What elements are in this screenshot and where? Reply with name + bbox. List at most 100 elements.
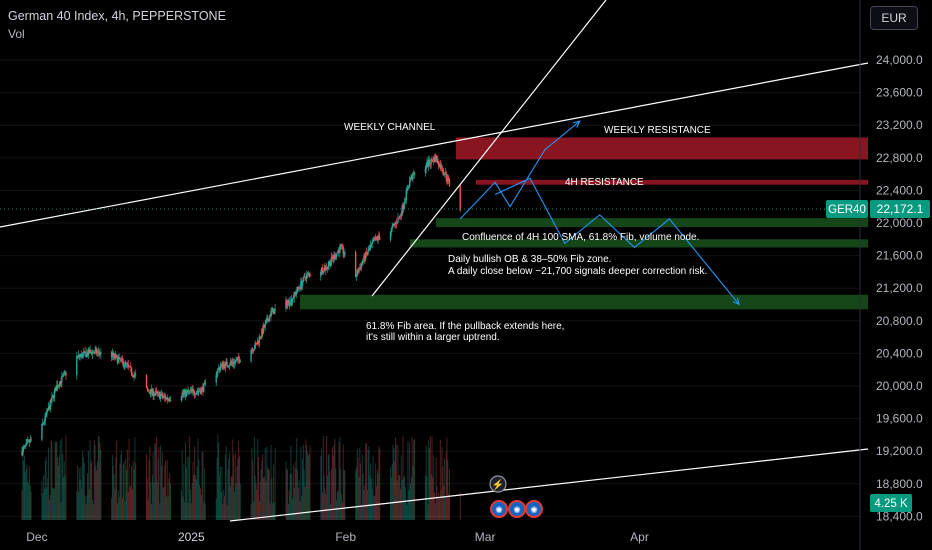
volume-bar xyxy=(300,446,302,520)
volume-bar xyxy=(193,474,195,520)
volume-bar xyxy=(91,459,93,520)
volume-bar xyxy=(406,504,408,520)
time-axis[interactable]: Dec 2025 Feb Mar Apr xyxy=(26,530,649,544)
candle-body xyxy=(27,440,30,442)
volume-bar xyxy=(169,472,171,520)
volume-bar xyxy=(28,465,30,520)
candle-body xyxy=(94,350,96,353)
volume-bar xyxy=(365,443,367,520)
candle-body xyxy=(196,391,198,393)
candle-body xyxy=(394,222,397,225)
candle-body xyxy=(219,366,222,371)
volume-bar xyxy=(360,463,362,520)
volume-bar xyxy=(327,455,329,520)
volume-bar xyxy=(191,483,193,520)
candle-body xyxy=(227,366,230,368)
volume-bar xyxy=(125,458,127,520)
event-flag-glyph: ✺ xyxy=(530,505,538,515)
candle-body xyxy=(25,443,27,446)
volume-bar xyxy=(297,469,299,520)
event-icons[interactable]: ⚡ ✺ ✺ ✺ xyxy=(489,475,543,518)
candle-body xyxy=(447,177,449,181)
candle-body xyxy=(405,190,407,200)
candle-body xyxy=(100,351,102,355)
candle-body xyxy=(407,188,409,190)
candle-body xyxy=(393,224,395,226)
candle-body xyxy=(332,258,334,260)
candle-body xyxy=(436,158,438,162)
currency-selector[interactable]: EUR xyxy=(870,6,918,30)
volume-bar xyxy=(404,487,406,520)
candle-body xyxy=(113,354,115,356)
volume-bar xyxy=(90,462,92,520)
volume-bar xyxy=(53,488,55,520)
volume-bar xyxy=(184,502,186,520)
candle-body xyxy=(396,222,398,224)
volume-bar xyxy=(170,483,172,520)
candle-body xyxy=(223,364,226,368)
candle-body xyxy=(326,267,329,269)
volume-bar xyxy=(325,493,327,520)
candle-body xyxy=(149,389,152,395)
candle-body xyxy=(65,372,67,376)
volume-bar xyxy=(250,504,252,520)
candle-body xyxy=(82,352,85,355)
candle-body xyxy=(291,298,294,303)
volume-bar xyxy=(189,489,191,520)
volume-bar xyxy=(190,503,192,520)
trend-lines[interactable] xyxy=(0,0,869,522)
volume-bar xyxy=(367,449,369,520)
candle-body xyxy=(271,310,273,312)
candle-body xyxy=(51,396,53,403)
candle-body xyxy=(55,387,57,392)
price-tick-label: 19,600.0 xyxy=(876,412,923,426)
candle-body xyxy=(300,281,302,289)
candle-body xyxy=(444,171,446,175)
volume-bar xyxy=(291,474,293,520)
volume-bar xyxy=(361,454,363,520)
volume-bar xyxy=(94,445,96,520)
candle-body xyxy=(42,422,45,424)
volume-bar xyxy=(235,484,237,520)
volume-bar xyxy=(261,460,263,520)
candle-body xyxy=(432,157,435,162)
volume-bar xyxy=(438,497,440,520)
candle-body xyxy=(163,395,165,397)
candle-body xyxy=(81,354,83,358)
candle-body xyxy=(296,291,298,295)
volume-bar xyxy=(414,438,416,520)
candle-body xyxy=(183,392,185,394)
volume-bar xyxy=(203,502,205,520)
candle-body xyxy=(217,368,219,373)
candle-body xyxy=(373,239,375,242)
candle-body xyxy=(96,349,98,354)
candle-body xyxy=(203,383,205,392)
price-axis[interactable]: 24,000.0 23,600.0 23,200.0 22,800.0 22,400.0… xyxy=(876,53,923,523)
volume-bar xyxy=(197,438,199,520)
candle-body xyxy=(157,392,159,394)
volume-bar xyxy=(397,444,399,520)
candle-body xyxy=(47,406,50,411)
candle-body xyxy=(164,396,167,400)
candle-body xyxy=(147,389,149,391)
volume-bar xyxy=(305,439,307,520)
candle-body xyxy=(330,262,332,266)
volume-bar xyxy=(219,475,221,520)
volume-bar xyxy=(204,504,206,520)
candle-body xyxy=(273,309,276,315)
volume-bar xyxy=(294,461,296,520)
volume-bar xyxy=(147,499,149,520)
candle-body xyxy=(433,157,436,162)
candle-body xyxy=(269,316,271,318)
candle-body xyxy=(218,367,221,371)
candle-body xyxy=(111,352,114,358)
candle-body xyxy=(356,269,359,276)
volume-bar xyxy=(126,449,128,520)
volume-bar xyxy=(128,438,130,520)
lightning-icon xyxy=(489,475,507,493)
candle-body xyxy=(372,241,374,243)
candle-body xyxy=(271,308,274,311)
projection-paths[interactable] xyxy=(459,120,740,306)
candle-body xyxy=(93,352,95,354)
